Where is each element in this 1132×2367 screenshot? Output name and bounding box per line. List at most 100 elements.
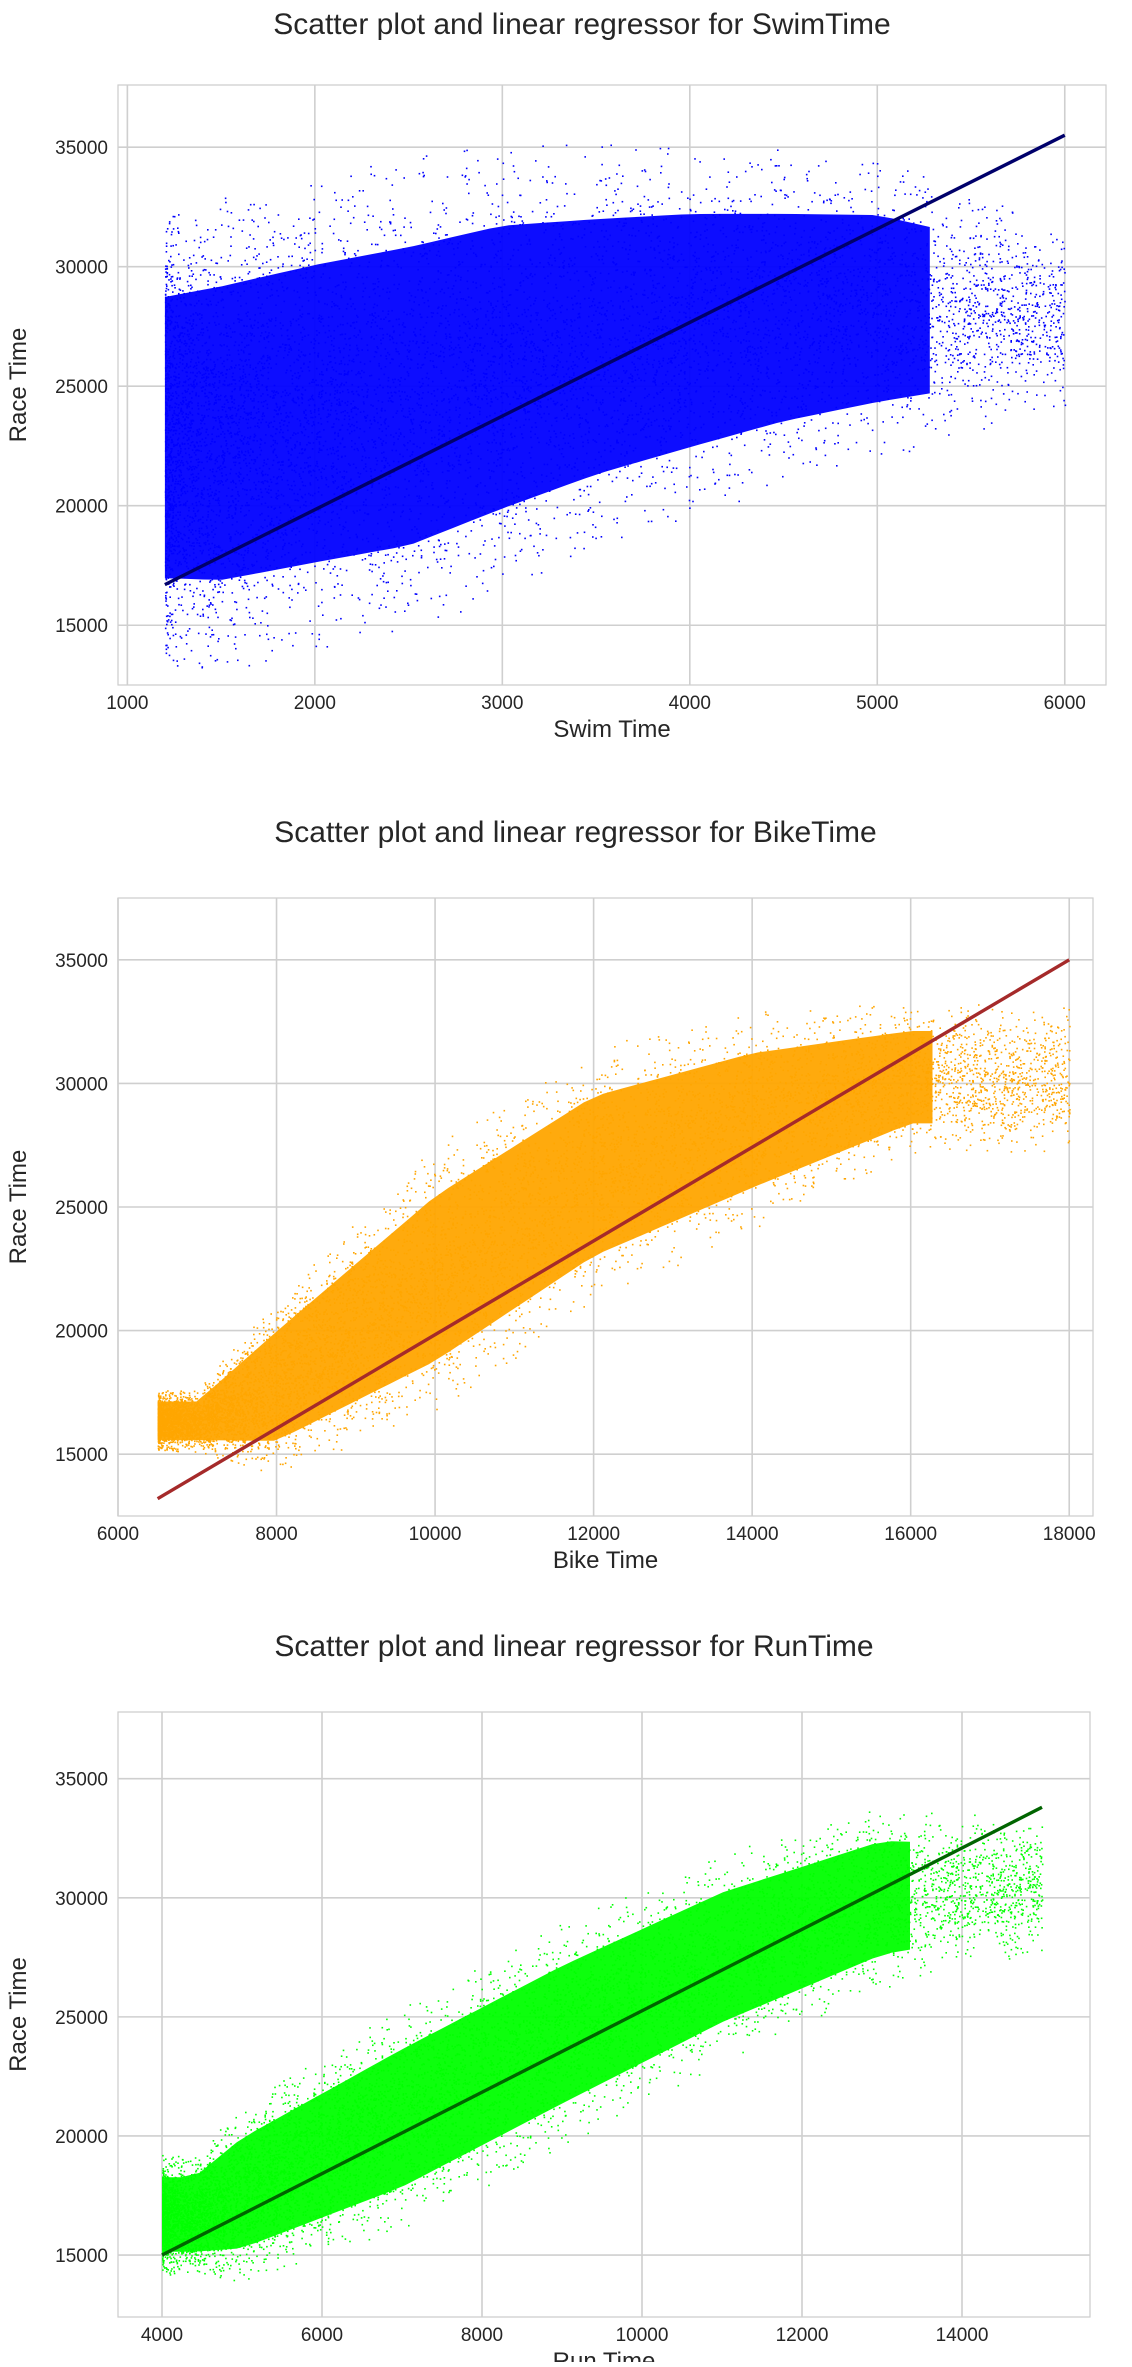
- scatter-point: [291, 256, 293, 258]
- scatter-point: [726, 186, 728, 188]
- scatter-point: [394, 229, 396, 231]
- scatter-point: [941, 299, 943, 301]
- scatter-point: [171, 266, 173, 268]
- scatter-point: [249, 612, 251, 614]
- scatter-point: [773, 432, 775, 434]
- scatter-point: [422, 172, 424, 174]
- scatter-point: [295, 237, 297, 239]
- scatter-point: [955, 300, 957, 302]
- scatter-point: [1056, 239, 1058, 241]
- scatter-point: [906, 406, 908, 408]
- scatter-point: [440, 544, 442, 546]
- scatter-point: [712, 469, 714, 471]
- scatter-point: [309, 620, 311, 622]
- scatter-point: [949, 411, 951, 413]
- scatter-point: [608, 474, 610, 476]
- scatter-point: [209, 604, 211, 606]
- scatter-point: [171, 620, 173, 622]
- scatter-point: [969, 203, 971, 205]
- scatter-point: [1014, 306, 1016, 308]
- scatter-point: [948, 303, 950, 305]
- scatter-point: [588, 494, 590, 496]
- scatter-point: [333, 233, 335, 235]
- scatter-point: [365, 558, 367, 560]
- scatter-point: [940, 331, 942, 333]
- scatter-point: [390, 223, 392, 225]
- scatter-point: [949, 382, 951, 384]
- scatter-point: [438, 616, 440, 618]
- scatter-point: [166, 231, 168, 233]
- scatter-point: [392, 208, 394, 210]
- scatter-point: [525, 511, 527, 513]
- scatter-point: [877, 214, 879, 216]
- scatter-point: [1004, 329, 1006, 331]
- scatter-point: [1016, 351, 1018, 353]
- scatter-point: [772, 204, 774, 206]
- scatter-point: [907, 404, 909, 406]
- scatter-point: [951, 235, 953, 237]
- scatter-point: [966, 300, 968, 302]
- scatter-point: [1033, 315, 1035, 317]
- scatter-point: [1007, 290, 1009, 292]
- scatter-point: [736, 176, 738, 178]
- scatter-point: [1019, 356, 1021, 358]
- scatter-point: [515, 513, 517, 515]
- scatter-point: [423, 176, 425, 178]
- scatter-point: [205, 633, 207, 635]
- scatter-point: [824, 440, 826, 442]
- scatter-point: [992, 328, 994, 330]
- scatter-point: [1005, 409, 1007, 411]
- scatter-point: [1015, 371, 1017, 373]
- scatter-point: [247, 586, 249, 588]
- scatter-point: [995, 321, 997, 323]
- scatter-point: [288, 597, 290, 599]
- scatter-point: [310, 252, 312, 254]
- scatter-point: [205, 269, 207, 271]
- scatter-point: [348, 200, 350, 202]
- scatter-point: [835, 182, 837, 184]
- scatter-point: [993, 261, 995, 263]
- scatter-point: [938, 236, 940, 238]
- scatter-point: [962, 334, 964, 336]
- scatter-point: [438, 237, 440, 239]
- scatter-point: [1016, 355, 1018, 357]
- scatter-point: [415, 593, 417, 595]
- scatter-point: [995, 230, 997, 232]
- scatter-point: [178, 214, 180, 216]
- scatter-point: [1051, 303, 1053, 305]
- scatter-point: [587, 486, 589, 488]
- scatter-point: [871, 190, 873, 192]
- scatter-point: [1045, 346, 1047, 348]
- scatter-point: [230, 236, 232, 238]
- scatter-point: [775, 434, 777, 436]
- scatter-point: [595, 527, 597, 529]
- scatter-point: [457, 531, 459, 533]
- scatter-point: [944, 420, 946, 422]
- scatter-point: [253, 257, 255, 259]
- scatter-point: [944, 322, 946, 324]
- scatter-point: [1027, 311, 1029, 313]
- scatter-point: [300, 234, 302, 236]
- scatter-point: [790, 446, 792, 448]
- scatter-point: [956, 346, 958, 348]
- scatter-point: [979, 327, 981, 329]
- scatter-point: [213, 236, 215, 238]
- scatter-point: [1021, 267, 1023, 269]
- scatter-point: [1015, 256, 1017, 258]
- scatter-point: [175, 244, 177, 246]
- scatter-point: [999, 364, 1001, 366]
- scatter-point: [1029, 358, 1031, 360]
- scatter-point: [975, 253, 977, 255]
- scatter-point: [570, 537, 572, 539]
- scatter-point: [1059, 369, 1061, 371]
- scatter-point: [932, 284, 934, 286]
- scatter-point: [1046, 354, 1048, 356]
- scatter-point: [315, 582, 317, 584]
- scatter-point: [977, 247, 979, 249]
- scatter-point: [387, 554, 389, 556]
- scatter-point: [973, 310, 975, 312]
- scatter-point: [200, 594, 202, 596]
- scatter-point: [809, 461, 811, 463]
- scatter-point: [950, 248, 952, 250]
